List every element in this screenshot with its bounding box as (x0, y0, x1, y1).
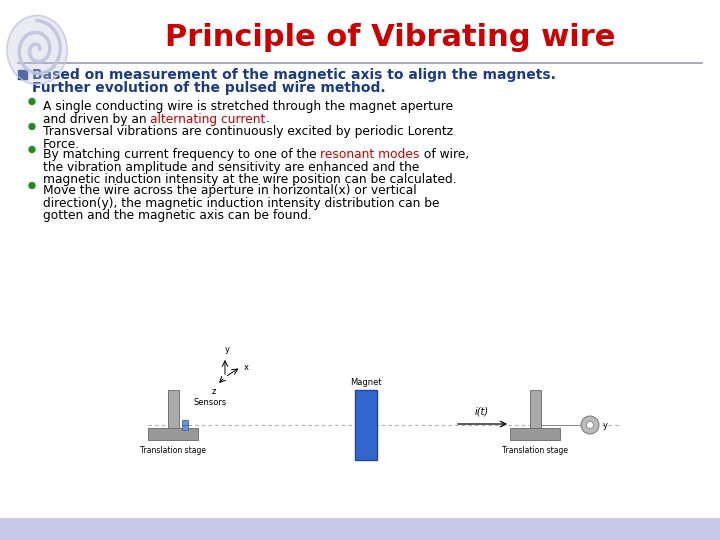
Circle shape (587, 422, 593, 429)
Bar (18, 70, 27, 79)
Bar (148, 428, 198, 440)
Text: y: y (603, 421, 608, 429)
Text: x: x (244, 362, 249, 372)
Text: alternating current: alternating current (150, 112, 266, 125)
Text: .: . (266, 112, 270, 125)
Text: of wire,: of wire, (420, 148, 469, 161)
Bar (510, 428, 560, 440)
Text: z: z (212, 387, 216, 396)
Text: gotten and the magnetic axis can be found.: gotten and the magnetic axis can be foun… (43, 209, 312, 222)
Text: Translation stage: Translation stage (502, 446, 568, 455)
Bar (182, 420, 188, 425)
Text: Force.: Force. (43, 138, 80, 151)
Text: the vibration amplitude and sensitivity are enhanced and the: the vibration amplitude and sensitivity … (43, 160, 419, 173)
Text: direction(y), the magnetic induction intensity distribution can be: direction(y), the magnetic induction int… (43, 197, 439, 210)
Text: Based on measurement of the magnetic axis to align the magnets.: Based on measurement of the magnetic axi… (32, 68, 556, 82)
Text: magnetic induction intensity at the wire position can be calculated.: magnetic induction intensity at the wire… (43, 173, 456, 186)
Bar (355, 390, 377, 460)
Text: and driven by an: and driven by an (43, 112, 150, 125)
Circle shape (29, 146, 35, 152)
Bar (530, 390, 541, 430)
Circle shape (29, 98, 35, 105)
Circle shape (581, 416, 599, 434)
Text: y: y (225, 345, 230, 354)
Text: By matching current frequency to one of the: By matching current frequency to one of … (43, 148, 320, 161)
Bar (168, 390, 179, 430)
Circle shape (7, 16, 67, 84)
Text: Move the wire across the aperture in horizontal(x) or vertical: Move the wire across the aperture in hor… (43, 184, 417, 197)
Circle shape (29, 124, 35, 130)
Text: Magnet: Magnet (350, 378, 382, 387)
Bar (0, 518, 720, 540)
Circle shape (29, 183, 35, 188)
Text: i(t): i(t) (475, 407, 489, 417)
Text: resonant modes: resonant modes (320, 148, 420, 161)
Bar (182, 425, 188, 430)
Text: Sensors: Sensors (194, 398, 227, 407)
Text: Transversal vibrations are continuously excited by periodic Lorentz: Transversal vibrations are continuously … (43, 125, 453, 138)
Text: Principle of Vibrating wire: Principle of Vibrating wire (165, 24, 615, 52)
Text: A single conducting wire is stretched through the magnet aperture: A single conducting wire is stretched th… (43, 100, 453, 113)
Text: Further evolution of the pulsed wire method.: Further evolution of the pulsed wire met… (32, 81, 386, 95)
Text: Translation stage: Translation stage (140, 446, 206, 455)
